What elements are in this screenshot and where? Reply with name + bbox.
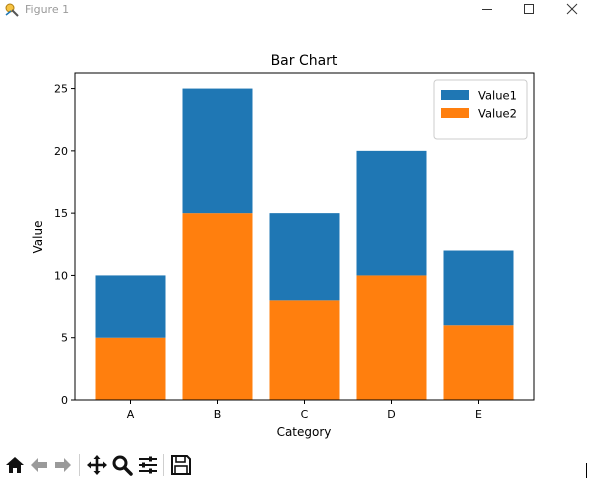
y-tick-label: 25 xyxy=(54,83,68,96)
bar-chart: Bar Chart 0 5 10 15 20 25 A B C D E Category Valu… xyxy=(31,53,535,439)
back-button[interactable] xyxy=(28,454,50,476)
toolbar-separator xyxy=(163,454,164,476)
bar-value2-a xyxy=(95,337,166,400)
bar-value1-b xyxy=(182,88,253,214)
x-tick-label: C xyxy=(301,408,309,421)
y-tick-label: 5 xyxy=(61,332,68,345)
axes-frame xyxy=(74,72,535,401)
save-icon xyxy=(171,455,191,475)
figure-app-icon xyxy=(5,3,19,17)
pan-button[interactable] xyxy=(86,454,108,476)
minimize-button[interactable] xyxy=(465,0,509,20)
close-icon xyxy=(566,3,578,15)
bar-value2-c xyxy=(269,300,340,400)
bar-value1-e xyxy=(443,250,514,326)
back-arrow-icon xyxy=(31,458,47,472)
bar-value2-d xyxy=(356,275,427,400)
legend-label-value1: Value1 xyxy=(478,89,517,103)
zoom-icon xyxy=(112,455,133,476)
bar-value1-a xyxy=(95,275,166,338)
forward-arrow-icon xyxy=(55,458,71,472)
x-tick-label: D xyxy=(387,408,395,421)
bars-group xyxy=(95,88,514,400)
zoom-button[interactable] xyxy=(111,454,133,476)
minimize-icon xyxy=(482,9,492,10)
y-axis-label: Value xyxy=(31,221,45,254)
resize-grip[interactable] xyxy=(586,463,587,478)
x-tick-label: A xyxy=(127,408,135,421)
forward-button[interactable] xyxy=(52,454,74,476)
bar-value2-e xyxy=(443,325,514,400)
pan-icon xyxy=(87,455,107,475)
home-button[interactable] xyxy=(4,454,26,476)
y-tick-label: 20 xyxy=(54,145,68,158)
close-button[interactable] xyxy=(550,0,594,20)
y-tick-label: 15 xyxy=(54,207,68,220)
legend-label-value2: Value2 xyxy=(478,107,517,121)
y-tick-label: 10 xyxy=(54,269,68,282)
x-axis: A B C D E xyxy=(127,400,482,421)
y-tick-label: 0 xyxy=(61,394,68,407)
x-axis-label: Category xyxy=(277,425,332,439)
legend-swatch-value1 xyxy=(441,90,469,100)
bar-value1-c xyxy=(269,213,340,301)
legend-swatch-value2 xyxy=(441,108,469,118)
configure-subplots-icon xyxy=(139,456,157,474)
home-icon xyxy=(6,457,24,473)
save-button[interactable] xyxy=(170,454,192,476)
chart-title: Bar Chart xyxy=(271,53,338,69)
configure-subplots-button[interactable] xyxy=(137,454,159,476)
window-titlebar: Figure 1 xyxy=(0,0,597,20)
x-tick-label: E xyxy=(475,408,482,421)
bar-value2-b xyxy=(182,213,253,400)
window-title: Figure 1 xyxy=(25,3,70,16)
legend: Value1 Value2 xyxy=(433,79,528,140)
maximize-icon xyxy=(524,4,534,14)
toolbar-separator xyxy=(79,454,80,476)
x-tick-label: B xyxy=(214,408,222,421)
bar-value1-d xyxy=(356,150,427,276)
y-axis: 0 5 10 15 20 25 xyxy=(54,83,75,407)
figure-canvas: Bar Chart 0 5 10 15 20 25 A B C D E Category Valu… xyxy=(0,20,597,447)
maximize-button[interactable] xyxy=(507,0,551,20)
navigation-toolbar xyxy=(0,447,597,483)
